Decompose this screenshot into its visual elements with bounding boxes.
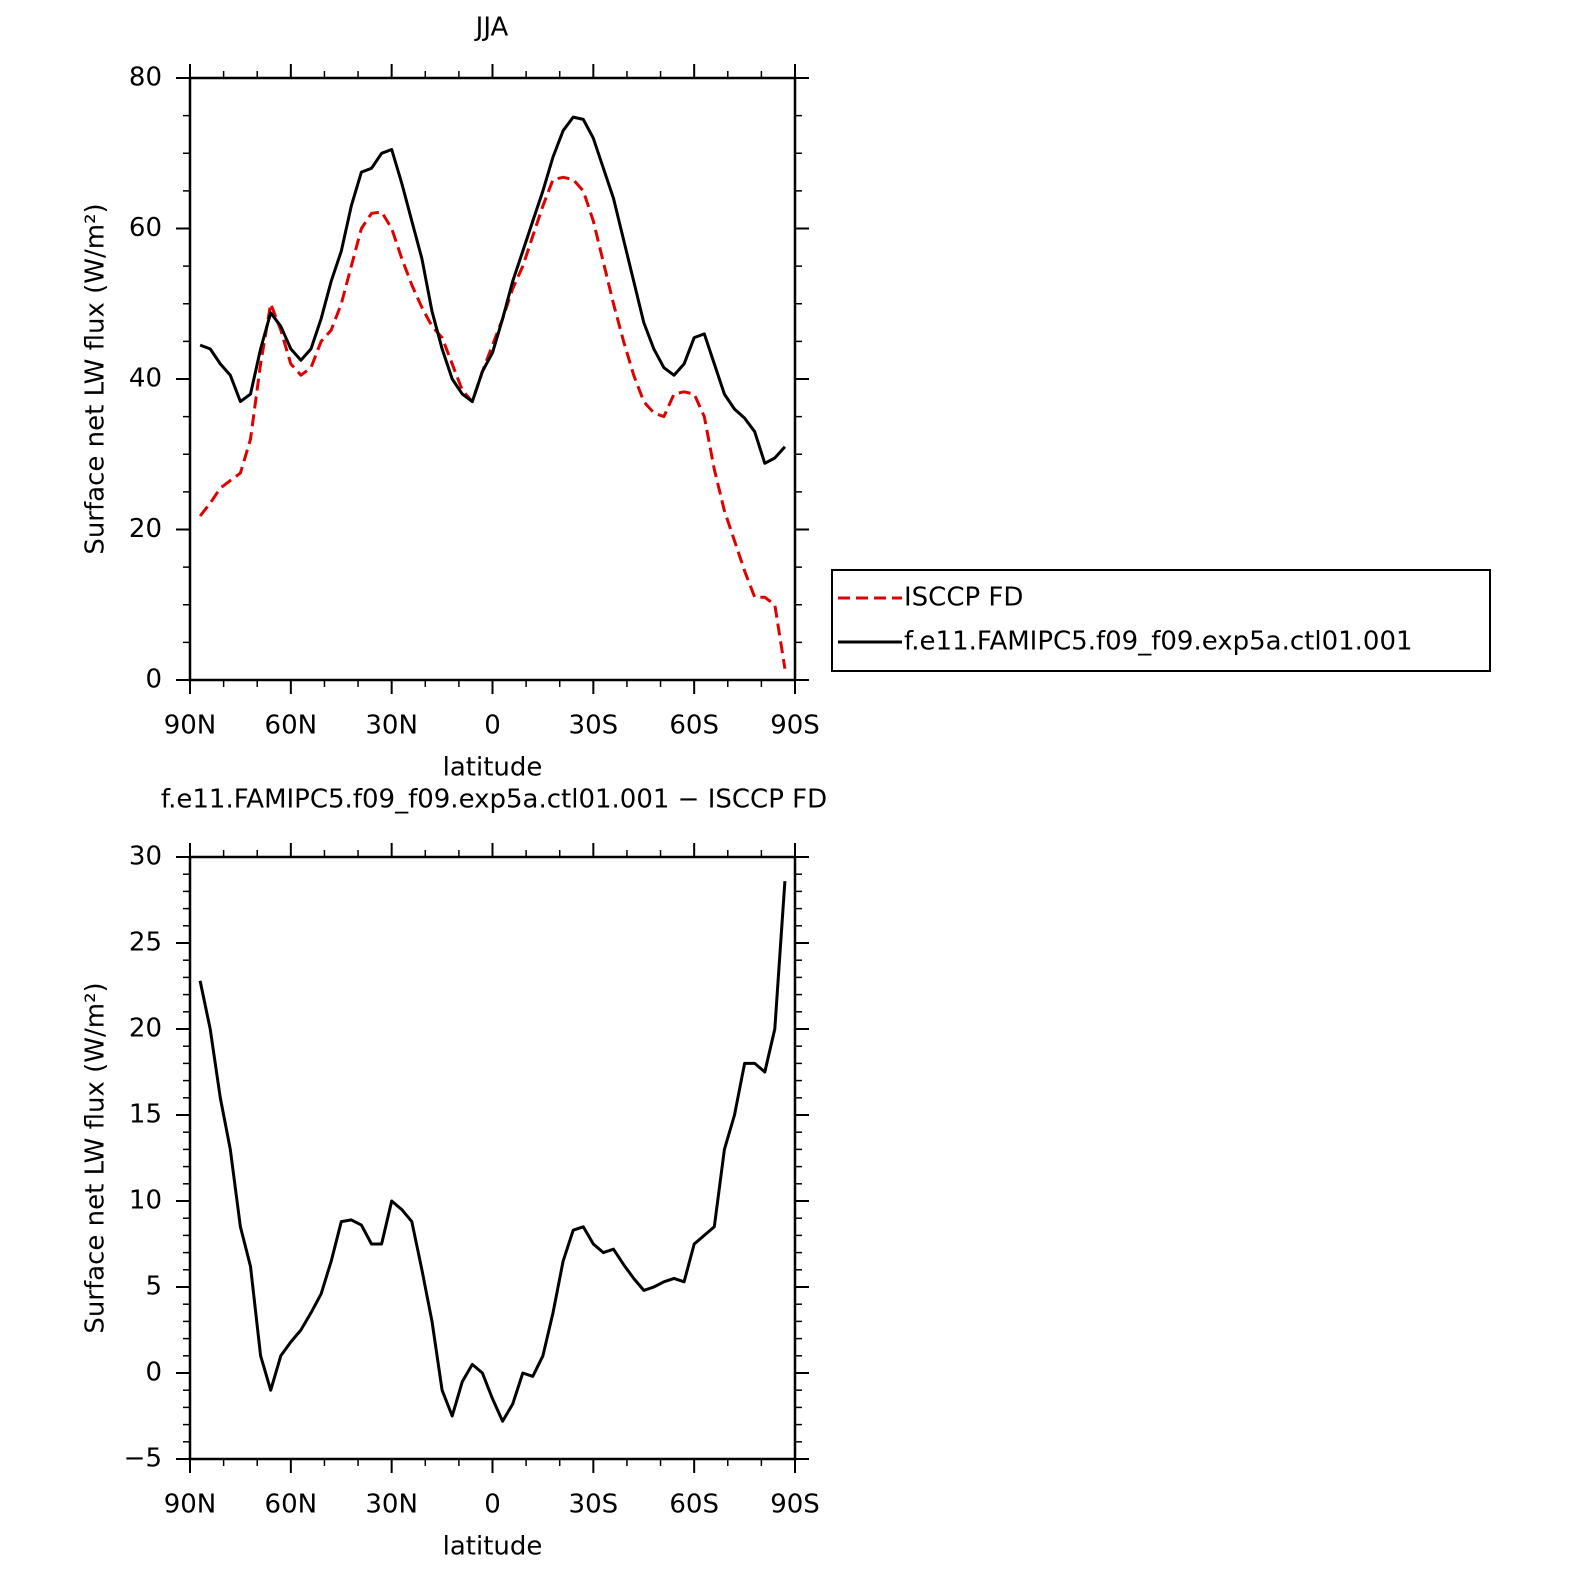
chart-title: JJA <box>474 13 509 43</box>
x-tick-label: 30S <box>569 711 619 741</box>
plot-frame <box>188 76 797 682</box>
y-tick-label: −5 <box>124 1444 162 1474</box>
y-axis-label: Surface net LW flux (W/m²) <box>81 982 111 1333</box>
data-line <box>198 175 787 669</box>
x-tick-label: 60N <box>265 711 318 741</box>
y-tick-label: 5 <box>145 1272 162 1302</box>
y-tick-label: 25 <box>129 928 162 958</box>
y-tick-label: 80 <box>129 63 162 93</box>
x-tick-label: 90S <box>770 711 820 741</box>
x-tick-label: 0 <box>484 1490 501 1520</box>
y-tick-label: 40 <box>129 364 162 394</box>
y-tick-label: 0 <box>145 665 162 695</box>
y-tick-label: 0 <box>145 1358 162 1388</box>
legend-box <box>831 569 1491 672</box>
plot-frame <box>188 855 797 1461</box>
x-tick-label: 0 <box>484 711 501 741</box>
x-tick-label: 30N <box>365 711 418 741</box>
x-tick-label: 60S <box>669 711 719 741</box>
legend-label: ISCCP FD <box>904 583 1023 613</box>
y-tick-label: 10 <box>129 1186 162 1216</box>
chart-title: f.e11.FAMIPC5.f09_f09.exp5a.ctl01.001 − … <box>161 785 827 815</box>
x-tick-label: 90S <box>770 1490 820 1520</box>
x-tick-label: 30S <box>569 1490 619 1520</box>
legend-label: f.e11.FAMIPC5.f09_f09.exp5a.ctl01.001 <box>904 627 1413 657</box>
y-tick-label: 20 <box>129 514 162 544</box>
x-tick-label: 60N <box>265 1490 318 1520</box>
y-tick-label: 30 <box>129 842 162 872</box>
x-tick-label: 30N <box>365 1490 418 1520</box>
x-tick-label: 90N <box>164 711 217 741</box>
x-axis-label: latitude <box>443 753 543 783</box>
y-axis-label: Surface net LW flux (W/m²) <box>81 203 111 554</box>
data-line <box>199 115 787 465</box>
x-tick-label: 90N <box>164 1490 217 1520</box>
x-tick-label: 60S <box>669 1490 719 1520</box>
y-tick-label: 20 <box>129 1014 162 1044</box>
x-axis-label: latitude <box>443 1532 543 1562</box>
y-tick-label: 15 <box>129 1100 162 1130</box>
data-line <box>198 880 787 1423</box>
y-tick-label: 60 <box>129 213 162 243</box>
